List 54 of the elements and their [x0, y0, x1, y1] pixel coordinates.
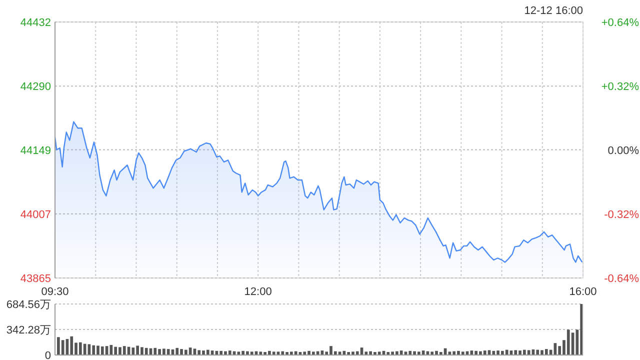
bar: [114, 346, 118, 355]
bar: [144, 348, 148, 355]
y-tick-label: 44432: [20, 17, 51, 29]
bar: [483, 350, 486, 355]
bar: [70, 336, 74, 355]
bar: [250, 352, 254, 355]
bar: [505, 350, 508, 355]
bar: [430, 352, 434, 355]
y-tick-label: 44007: [20, 208, 51, 221]
y-tick-label: 44149: [20, 144, 51, 157]
y-tick-label: 0: [44, 350, 51, 360]
bar: [176, 348, 179, 355]
y-tick-label: 342.28万: [6, 324, 51, 336]
bar: [378, 352, 381, 355]
bar: [132, 348, 135, 355]
bar: [154, 348, 157, 355]
bar: [417, 352, 420, 355]
x-tick-label: 09:30: [41, 286, 69, 298]
bar: [78, 342, 82, 355]
bar: [100, 346, 104, 355]
bar: [122, 346, 126, 355]
bar: [198, 350, 201, 355]
bar: [461, 352, 464, 355]
y-tick-label: 43865: [20, 273, 51, 285]
bar: [470, 350, 474, 355]
bar: [566, 330, 570, 355]
bar: [400, 350, 403, 355]
bar: [61, 340, 64, 355]
bar: [237, 352, 240, 355]
y2-tick-label: -0.64%: [604, 273, 640, 285]
bar: [272, 352, 276, 355]
y2-tick-label: +0.64%: [601, 17, 640, 29]
bar: [536, 350, 540, 355]
bar: [312, 352, 315, 355]
bar: [364, 352, 368, 355]
text: 12-12 16:00: [524, 5, 583, 17]
y2-tick-label: -0.32%: [604, 209, 640, 221]
bar: [514, 350, 518, 355]
bar: [259, 352, 262, 355]
x-tick-label: 12:00: [244, 286, 272, 298]
bar: [184, 350, 188, 355]
bar: [522, 350, 526, 355]
y-tick-label: 684.56万: [6, 299, 51, 311]
bar: [290, 352, 293, 355]
bar: [303, 352, 306, 355]
y2-tick-label: 0.00%: [608, 145, 640, 157]
bar: [228, 350, 232, 355]
bar: [166, 349, 170, 355]
bar: [544, 349, 548, 355]
y-tick-label: 44290: [20, 81, 51, 94]
x-tick-label: 16:00: [569, 286, 597, 298]
bar: [92, 345, 96, 355]
bar: [206, 350, 210, 355]
y2-tick-label: +0.32%: [601, 81, 640, 93]
